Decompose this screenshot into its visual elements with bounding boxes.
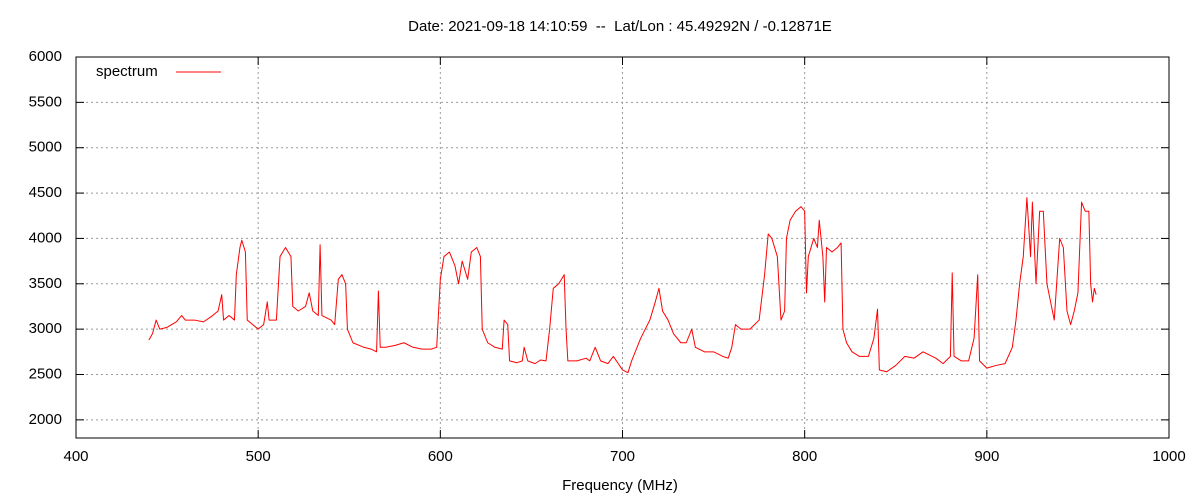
x-tick-label: 1000 — [1152, 448, 1185, 465]
y-tick-label: 2500 — [29, 365, 62, 382]
y-tick-label: 5500 — [29, 93, 62, 110]
y-tick-label: 3000 — [29, 320, 62, 337]
plot-border — [75, 56, 1170, 439]
x-tick-label: 600 — [428, 448, 453, 465]
y-tick-label: 6000 — [29, 48, 62, 65]
y-tick-label: 3500 — [29, 275, 62, 292]
chart-title: Date: 2021-09-18 14:10:59 -- Lat/Lon : 4… — [408, 18, 832, 35]
x-tick-label: 700 — [610, 448, 635, 465]
y-tick-label: 4500 — [29, 184, 62, 201]
x-tick-label: 400 — [63, 448, 88, 465]
x-tick-label: 900 — [974, 448, 999, 465]
y-tick-label: 5000 — [29, 139, 62, 156]
y-tick-label: 2000 — [29, 411, 62, 428]
x-tick-label: 800 — [792, 448, 817, 465]
x-tick-label: 500 — [246, 448, 271, 465]
y-tick-label: 4000 — [29, 229, 62, 246]
legend-label: spectrum — [96, 63, 158, 80]
spectrum-line — [148, 197, 1097, 374]
x-axis-label: Frequency (MHz) — [562, 477, 678, 494]
